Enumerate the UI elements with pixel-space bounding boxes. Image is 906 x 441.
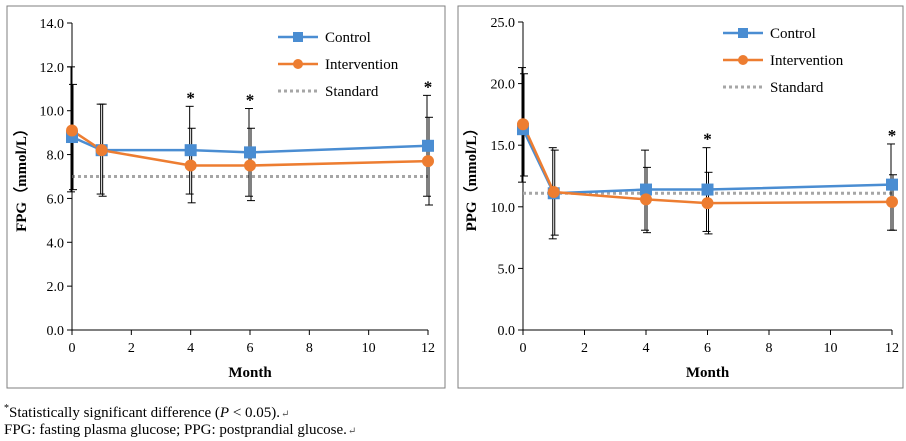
ppg-y-tick-label: 5.0	[498, 262, 516, 277]
fpg-y-tick-label: 14.0	[40, 17, 65, 32]
fpg-intervention-point	[244, 159, 256, 172]
fpg-y-tick-label: 4.0	[47, 236, 65, 251]
abbrev-text: FPG: fasting plasma glucose; PPG: postpr…	[4, 422, 347, 438]
fpg-x-axis-title: Month	[228, 365, 272, 381]
ppg-legend-control-label: Control	[770, 26, 816, 42]
sig-suffix: < 0.05).	[229, 405, 281, 421]
fpg-legend-intervention-marker	[293, 59, 303, 69]
fpg-x-tick-label: 6	[247, 341, 254, 356]
ppg-control-point	[886, 178, 898, 191]
ppg-x-tick-label: 2	[581, 341, 588, 356]
fpg-chart-frame	[6, 5, 446, 389]
p-symbol: P	[219, 405, 230, 421]
fpg-significance-asterisk: *	[424, 77, 433, 96]
fpg-significance-asterisk: *	[246, 91, 255, 110]
fpg-legend-control-marker	[293, 32, 303, 42]
ppg-x-tick-label: 10	[824, 341, 838, 356]
ppg-y-tick-label: 0.0	[498, 324, 516, 339]
abbreviation-footnote: FPG: fasting plasma glucose; PPG: postpr…	[4, 421, 356, 441]
significance-footnote: *Statistically significant difference (P…	[4, 400, 289, 424]
charts-figure: 0.0 2.0 4.0 6.0 8.0 10.0 12.0 14.0 0 2 4 6 8 10 12 Mont…	[6, 5, 904, 389]
fpg-intervention-point	[66, 124, 78, 137]
ppg-x-tick-label: 8	[766, 341, 773, 356]
ppg-y-tick-label: 10.0	[491, 201, 516, 216]
ppg-control-point	[701, 183, 714, 196]
ppg-y-tick-label: 20.0	[491, 78, 516, 93]
fpg-y-tick-label: 6.0	[47, 192, 65, 207]
fpg-y-tick-label: 12.0	[40, 61, 65, 76]
fpg-x-tick-label: 2	[128, 341, 135, 356]
ppg-legend-control-marker	[738, 28, 748, 38]
fpg-y-tick-label: 10.0	[40, 105, 65, 120]
fpg-x-tick-label: 0	[69, 341, 76, 356]
ppg-y-tick-label: 15.0	[491, 139, 516, 154]
fpg-y-axis-title: FPG（mmol/L）	[12, 121, 30, 232]
ppg-chart-frame	[457, 5, 904, 389]
fpg-y-tick-label: 0.0	[47, 324, 65, 339]
ppg-intervention-point	[701, 197, 714, 210]
fpg-x-tick-label: 4	[187, 341, 194, 356]
sig-prefix: Statistically significant difference (	[9, 405, 220, 421]
return-mark: ↵	[281, 409, 290, 420]
fpg-significance-asterisk: *	[186, 88, 195, 107]
fpg-intervention-point	[95, 144, 108, 157]
ppg-x-tick-label: 0	[520, 341, 527, 356]
ppg-x-tick-label: 6	[704, 341, 711, 356]
return-mark-2: ↵	[347, 426, 357, 437]
ppg-intervention-point	[886, 195, 898, 208]
asterisk-mark: *	[4, 403, 9, 414]
fpg-intervention-point	[184, 159, 197, 172]
fpg-legend-control-label: Control	[325, 30, 371, 46]
fpg-x-tick-label: 12	[421, 341, 435, 356]
fpg-legend-intervention-label: Intervention	[325, 57, 399, 73]
fpg-x-tick-label: 10	[362, 341, 376, 356]
fpg-x-tick-label: 8	[306, 341, 313, 356]
ppg-x-axis-title: Month	[686, 365, 730, 381]
fpg-control-point	[244, 146, 256, 159]
ppg-chart: 0.0 5.0 10.0 15.0 20.0 25.0 0 2 4 6 8 10 12 Month PPG（…	[457, 5, 904, 389]
fpg-y-tick-label: 8.0	[47, 149, 65, 164]
ppg-y-axis-title: PPG（mmol/L）	[462, 121, 480, 232]
ppg-legend-intervention-marker	[738, 55, 748, 65]
ppg-intervention-point	[517, 118, 529, 131]
ppg-legend-intervention-label: Intervention	[770, 53, 844, 69]
fpg-chart: 0.0 2.0 4.0 6.0 8.0 10.0 12.0 14.0 0 2 4 6 8 10 12 Mont…	[6, 5, 446, 389]
fpg-control-point	[184, 144, 197, 157]
ppg-significance-asterisk: *	[703, 130, 712, 149]
fpg-intervention-point	[422, 155, 434, 168]
ppg-control-point	[640, 183, 652, 196]
ppg-significance-asterisk: *	[888, 126, 897, 145]
fpg-control-point	[422, 139, 434, 152]
fpg-legend-standard-label: Standard	[325, 84, 379, 100]
ppg-x-tick-label: 4	[643, 341, 650, 356]
ppg-x-tick-label: 12	[885, 341, 899, 356]
ppg-intervention-point	[640, 193, 652, 206]
ppg-intervention-point	[547, 186, 560, 199]
ppg-y-tick-label: 25.0	[491, 16, 516, 31]
fpg-y-tick-label: 2.0	[47, 280, 65, 295]
ppg-legend-standard-label: Standard	[770, 80, 824, 96]
